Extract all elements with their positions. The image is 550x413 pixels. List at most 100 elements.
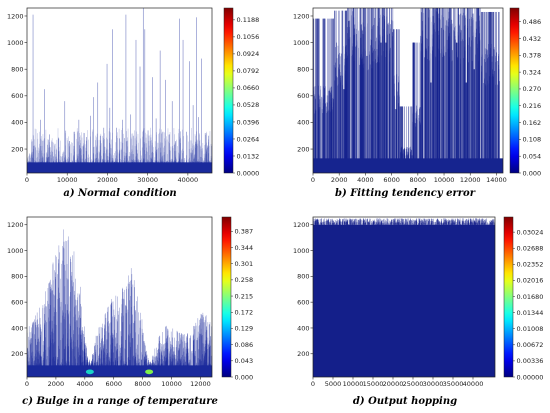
colorbar-tick-label: 0.000 bbox=[523, 169, 542, 177]
data-marks bbox=[313, 8, 503, 173]
x-tick-label: 20000 bbox=[97, 176, 118, 184]
colorbar-tick-label: 0.270 bbox=[523, 85, 542, 93]
colorbar-tick-label: 0.000 bbox=[235, 373, 254, 381]
colorbar-tick-label: 0.387 bbox=[235, 228, 254, 236]
y-tick-label: 1000 bbox=[7, 39, 24, 47]
axes-frame bbox=[26, 7, 213, 174]
y-tick-label: 200 bbox=[297, 350, 309, 358]
colorbar-tick-label: 0.0924 bbox=[237, 50, 260, 58]
colorbar-tick-label: 0.258 bbox=[235, 276, 254, 284]
colorbar-tick-label: 0.043 bbox=[235, 357, 254, 365]
colorbar bbox=[509, 7, 520, 174]
x-tick-label: 0 bbox=[311, 380, 315, 388]
gap bbox=[380, 8, 382, 43]
colorbar-tick-label: 0.129 bbox=[235, 325, 254, 333]
colorbar-tick-label: 0.1188 bbox=[237, 16, 260, 24]
y-tick-label: 600 bbox=[11, 298, 23, 306]
colorbar-tick-label: 0.0000 bbox=[237, 169, 260, 177]
panel-caption: d) Output hopping bbox=[353, 396, 457, 407]
colorbar-tick-label: 0.00336 bbox=[517, 357, 544, 365]
y-tick-label: 1200 bbox=[293, 221, 310, 229]
colorbar-tick-label: 0.216 bbox=[523, 102, 542, 110]
panel-caption: a) Normal condition bbox=[63, 188, 176, 199]
colorbar-tick-label: 0.0396 bbox=[237, 118, 260, 126]
colorbar-tick-label: 0.03024 bbox=[517, 228, 544, 236]
colorbar bbox=[223, 7, 234, 174]
x-tick-label: 8000 bbox=[134, 380, 151, 388]
colorbar-tick-label: 0.0792 bbox=[237, 67, 260, 75]
x-tick-label: 2000 bbox=[48, 380, 65, 388]
y-tick-label: 800 bbox=[11, 66, 23, 74]
colorbar-tick-label: 0.432 bbox=[523, 35, 542, 43]
colorbar-tick-label: 0.02688 bbox=[517, 245, 544, 253]
x-tick-label: 5000 bbox=[325, 380, 342, 388]
data-marks bbox=[313, 218, 495, 377]
chart-panel-2: 0 2000 4000 6000 8000 10000 12000 14000 200 400 60… bbox=[293, 7, 542, 199]
panel-caption: c) Bulge in a range of temperature bbox=[22, 396, 218, 407]
gap bbox=[473, 8, 475, 70]
gap bbox=[430, 8, 432, 83]
colorbar-tick-label: 0.02016 bbox=[517, 277, 544, 285]
density-band bbox=[27, 162, 212, 173]
x-tick-label: 2000 bbox=[331, 176, 348, 184]
colorbar-tick-label: 0.0528 bbox=[237, 101, 260, 109]
colorbar-tick-label: 0.0132 bbox=[237, 152, 260, 160]
density-fill bbox=[313, 224, 495, 377]
x-tick-label: 4000 bbox=[77, 380, 94, 388]
y-tick-label: 1200 bbox=[293, 12, 310, 20]
y-tick-label: 200 bbox=[297, 145, 309, 153]
gap bbox=[394, 8, 397, 110]
gap bbox=[455, 8, 458, 43]
y-tick-label: 600 bbox=[297, 92, 309, 100]
x-tick-label: 0 bbox=[25, 176, 29, 184]
axes-frame bbox=[312, 216, 496, 378]
colorbar-tick-label: 0.215 bbox=[235, 292, 254, 300]
data-marks bbox=[27, 229, 212, 377]
chart-panel-4: 0 5000 10000 15000 20000 25000 30000 35000 40000… bbox=[293, 216, 544, 407]
x-tick-label: 40000 bbox=[463, 380, 484, 388]
density-band bbox=[27, 365, 212, 377]
x-tick-label: 10000 bbox=[57, 176, 78, 184]
colorbar-tick-label: 0.108 bbox=[523, 136, 542, 144]
colorbar-tick-label: 0.00672 bbox=[517, 341, 544, 349]
y-tick-label: 400 bbox=[297, 324, 309, 332]
x-tick-label: 35000 bbox=[443, 380, 464, 388]
colorbar-tick-label: 0.486 bbox=[523, 18, 542, 26]
gap bbox=[357, 8, 359, 166]
x-tick-label: 30000 bbox=[137, 176, 158, 184]
x-tick-label: 10000 bbox=[161, 380, 182, 388]
x-tick-label: 20000 bbox=[383, 380, 404, 388]
x-tick-label: 8000 bbox=[410, 176, 427, 184]
y-tick-label: 400 bbox=[11, 119, 23, 127]
chart-panel-1: 0 10000 20000 30000 40000 200 400 600 800 1000 120… bbox=[7, 7, 260, 199]
x-tick-label: 14000 bbox=[486, 176, 507, 184]
y-tick-label: 200 bbox=[11, 350, 23, 358]
colorbar-tick-label: 0.301 bbox=[235, 260, 254, 268]
panel-caption: b) Fitting tendency error bbox=[335, 188, 476, 199]
colorbar-tick-label: 0.00000 bbox=[517, 373, 544, 381]
x-tick-label: 10000 bbox=[343, 380, 364, 388]
x-tick-label: 0 bbox=[25, 380, 29, 388]
y-tick-label: 1200 bbox=[7, 221, 24, 229]
y-tick-label: 400 bbox=[11, 324, 23, 332]
chart-panel-3: 0 2000 4000 6000 8000 10000 12000 200 400 600 800 1… bbox=[7, 216, 254, 407]
y-tick-label: 600 bbox=[11, 92, 23, 100]
x-tick-label: 12000 bbox=[190, 380, 211, 388]
x-tick-label: 10000 bbox=[434, 176, 455, 184]
colorbar-tick-label: 0.1056 bbox=[237, 33, 260, 41]
y-tick-label: 800 bbox=[11, 273, 23, 281]
gap bbox=[336, 8, 338, 43]
data-marks bbox=[27, 8, 212, 173]
gap bbox=[366, 8, 368, 56]
axes-frame bbox=[312, 7, 504, 174]
gap bbox=[465, 8, 467, 83]
x-tick-label: 6000 bbox=[383, 176, 400, 184]
colorbar-tick-label: 0.378 bbox=[523, 52, 542, 60]
x-tick-label: 4000 bbox=[357, 176, 374, 184]
y-tick-label: 400 bbox=[297, 119, 309, 127]
colorbar-tick-label: 0.162 bbox=[523, 119, 542, 127]
y-tick-label: 1000 bbox=[293, 39, 310, 47]
hot-spot bbox=[85, 369, 94, 375]
colorbar-tick-label: 0.344 bbox=[235, 244, 254, 252]
